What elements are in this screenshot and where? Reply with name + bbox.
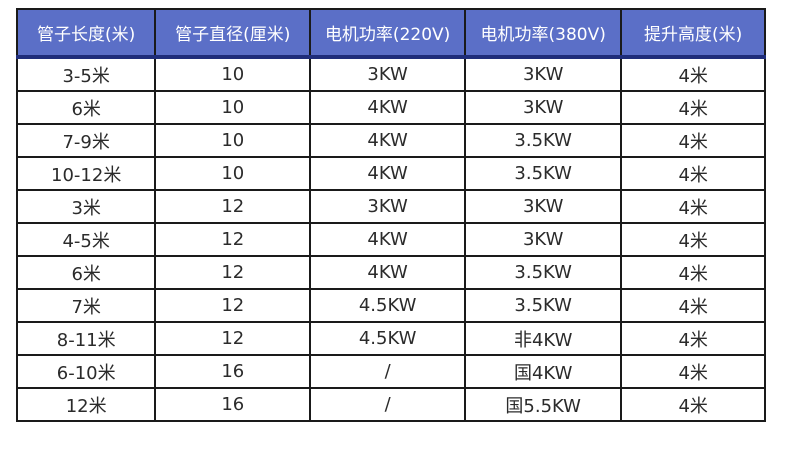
table-cell: 4米 <box>620 255 766 290</box>
column-header: 提升高度(米) <box>620 8 766 59</box>
table-cell: 3KW <box>309 56 467 92</box>
table-cell: 4KW <box>309 156 467 191</box>
table-cell: 10 <box>154 56 312 92</box>
table-cell: 4米 <box>620 354 766 389</box>
table-cell: 3.5KW <box>464 255 623 290</box>
table-cell: 3KW <box>464 222 623 257</box>
table-cell: 4KW <box>309 90 467 125</box>
column-header: 管子直径(厘米) <box>154 8 312 59</box>
table-cell: 4-5米 <box>15 222 157 257</box>
table-cell: 10 <box>154 90 312 125</box>
table-row: 6-10米 16/国4KW 4米 <box>15 354 766 389</box>
table-row: 3米 12 3KW 3KW 4米 <box>15 189 766 224</box>
spec-table: 管子长度(米) 管子直径(厘米) 电机功率(220V) 电机功率(380V) 提升高度(… <box>15 8 766 422</box>
table-row: 8-11米 12 4.5KW 非4KW 4米 <box>15 321 766 356</box>
table-row: 4-5米 12 4KW 3KW 4米 <box>15 222 766 257</box>
table-cell: 4米 <box>620 222 766 257</box>
table-cell: 12米 <box>15 387 157 422</box>
table-cell: 4米 <box>620 321 766 356</box>
table-cell: 4米 <box>620 189 766 224</box>
table-cell: 3KW <box>464 90 623 125</box>
table-cell: 7米 <box>15 288 157 323</box>
table-row: 7米 12 4.5KW 3.5KW 4米 <box>15 288 766 323</box>
table-cell: 4米 <box>620 387 766 422</box>
table-cell: 8-11米 <box>15 321 157 356</box>
table-cell: 12 <box>154 189 312 224</box>
table-cell: 12 <box>154 222 312 257</box>
table-cell: 4KW <box>309 255 467 290</box>
table-cell: 4米 <box>620 123 766 158</box>
table-cell: 3.5KW <box>464 156 623 191</box>
column-header: 管子长度(米) <box>15 8 157 59</box>
table-row: 3-5米 10 3KW 3KW 4米 <box>15 56 766 92</box>
table-cell: 4米 <box>620 156 766 191</box>
table-cell: 4KW <box>309 123 467 158</box>
table-cell: 4米 <box>620 288 766 323</box>
table-cell: 3KW <box>309 189 467 224</box>
table-cell: 国5.5KW <box>464 387 623 422</box>
table-row: 12米 16/国5.5KW 4米 <box>15 387 766 422</box>
table-header: 管子长度(米) 管子直径(厘米) 电机功率(220V) 电机功率(380V) 提升高度(… <box>15 8 766 59</box>
table-cell: 10-12米 <box>15 156 157 191</box>
table-cell: 3.5KW <box>464 288 623 323</box>
table-cell: 4米 <box>620 90 766 125</box>
table-cell: 3.5KW <box>464 123 623 158</box>
table-cell: 7-9米 <box>15 123 157 158</box>
table-cell: 3KW <box>464 56 623 92</box>
table-cell: / <box>309 387 467 422</box>
table-cell: / <box>309 354 467 389</box>
table-cell: 6米 <box>15 255 157 290</box>
table-cell: 10 <box>154 123 312 158</box>
table-cell: 16 <box>154 387 312 422</box>
column-header: 电机功率(380V) <box>464 8 623 59</box>
table-cell: 6-10米 <box>15 354 157 389</box>
table-body: 3-5米 10 3KW 3KW 4米 6米 10 4KW 3KW 4米 7-9米 10 4KW 3.5KW… <box>15 56 766 422</box>
table-cell: 4.5KW <box>309 321 467 356</box>
table-cell: 3-5米 <box>15 56 157 92</box>
table-cell: 12 <box>154 288 312 323</box>
table-row: 6米 10 4KW 3KW 4米 <box>15 90 766 125</box>
table-cell: 国4KW <box>464 354 623 389</box>
table-cell: 4米 <box>620 56 766 92</box>
header-row: 管子长度(米) 管子直径(厘米) 电机功率(220V) 电机功率(380V) 提升高度(… <box>15 8 766 59</box>
table-cell: 3KW <box>464 189 623 224</box>
table-cell: 4KW <box>309 222 467 257</box>
table-cell: 4.5KW <box>309 288 467 323</box>
spec-table-container: 管子长度(米) 管子直径(厘米) 电机功率(220V) 电机功率(380V) 提升高度(… <box>15 8 766 422</box>
table-row: 7-9米 10 4KW 3.5KW 4米 <box>15 123 766 158</box>
table-cell: 非4KW <box>464 321 623 356</box>
table-cell: 12 <box>154 255 312 290</box>
table-row: 6米 12 4KW 3.5KW 4米 <box>15 255 766 290</box>
column-header: 电机功率(220V) <box>309 8 467 59</box>
table-cell: 3米 <box>15 189 157 224</box>
table-cell: 6米 <box>15 90 157 125</box>
table-cell: 10 <box>154 156 312 191</box>
table-cell: 12 <box>154 321 312 356</box>
table-row: 10-12米 10 4KW 3.5KW 4米 <box>15 156 766 191</box>
table-cell: 16 <box>154 354 312 389</box>
